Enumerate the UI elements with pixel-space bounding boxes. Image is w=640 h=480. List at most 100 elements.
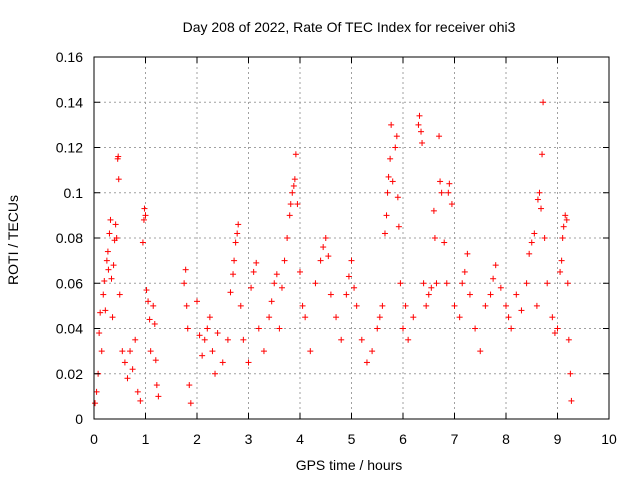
data-point <box>374 325 381 332</box>
data-point <box>183 302 190 309</box>
axis-ticks <box>93 56 610 420</box>
data-point <box>410 314 417 321</box>
data-point <box>143 287 150 294</box>
data-point <box>395 223 402 230</box>
data-point <box>307 348 314 355</box>
data-point <box>253 259 260 266</box>
x-tick-label: 0 <box>90 431 98 447</box>
data-point <box>477 348 484 355</box>
data-point <box>387 155 394 162</box>
data-point <box>107 216 114 223</box>
data-point <box>487 291 494 298</box>
data-point <box>103 257 110 264</box>
data-point <box>245 359 252 366</box>
data-point <box>129 366 136 373</box>
data-point <box>134 388 141 395</box>
data-point <box>312 280 319 287</box>
y-tick-label: 0.04 <box>56 321 83 337</box>
data-point <box>240 336 247 343</box>
data-point <box>184 325 191 332</box>
data-point <box>147 348 154 355</box>
data-point <box>212 370 219 377</box>
data-point <box>351 284 358 291</box>
data-point <box>534 196 541 203</box>
chart-title: Day 208 of 2022, Rate Of TEC Index for r… <box>183 19 516 35</box>
data-point <box>299 302 306 309</box>
data-point <box>523 280 530 287</box>
data-point <box>436 133 443 140</box>
data-point <box>358 336 365 343</box>
data-point <box>266 314 273 321</box>
data-point <box>224 336 231 343</box>
data-point <box>235 221 242 228</box>
data-point <box>419 139 426 146</box>
data-point <box>482 302 489 309</box>
data-point <box>127 348 134 355</box>
data-point <box>276 325 283 332</box>
data-point <box>291 176 298 183</box>
data-point <box>531 230 538 237</box>
x-tick-label: 10 <box>601 431 617 447</box>
data-point <box>369 348 376 355</box>
data-point <box>100 291 107 298</box>
data-point <box>456 314 463 321</box>
data-point <box>109 314 116 321</box>
data-point <box>142 212 149 219</box>
grid <box>94 57 609 419</box>
data-point <box>102 307 109 314</box>
data-point <box>333 314 340 321</box>
data-point <box>541 235 548 241</box>
data-point <box>255 325 262 332</box>
data-point <box>196 332 203 339</box>
data-point <box>551 330 558 337</box>
data-point <box>152 357 159 364</box>
data-point <box>289 189 296 196</box>
data-point <box>472 325 479 332</box>
data-point <box>187 400 194 407</box>
data-point <box>273 271 280 278</box>
data-point <box>214 330 221 337</box>
data-point <box>497 284 504 291</box>
data-point <box>389 178 396 185</box>
data-point <box>292 151 299 158</box>
data-point <box>554 325 561 332</box>
data-point <box>278 284 285 291</box>
data-point <box>113 235 120 241</box>
data-point <box>181 280 188 287</box>
data-point <box>384 189 391 196</box>
data-point <box>538 205 545 212</box>
data-point <box>503 302 509 309</box>
data-point <box>132 336 139 343</box>
data-point <box>297 268 303 275</box>
x-axis-label: GPS time / hours <box>296 457 403 473</box>
data-point <box>528 239 535 246</box>
data-point <box>381 230 388 237</box>
data-point <box>338 336 345 343</box>
data-point <box>544 280 551 287</box>
data-point <box>348 257 355 264</box>
data-point <box>392 144 399 151</box>
data-point <box>290 182 297 189</box>
data-point <box>140 216 147 223</box>
data-point <box>558 257 565 264</box>
data-point <box>446 180 453 187</box>
data-point <box>96 330 103 337</box>
data-point <box>441 239 448 246</box>
data-point <box>206 314 213 321</box>
y-axis-label: ROTI / TECUs <box>5 195 21 285</box>
data-point <box>567 370 574 377</box>
data-point <box>260 348 267 355</box>
y-tick-label: 0.02 <box>56 366 83 382</box>
data-point <box>155 393 162 400</box>
data-point <box>145 298 152 305</box>
data-point <box>394 194 401 201</box>
data-point <box>539 151 546 158</box>
data-point <box>565 336 572 343</box>
data-point <box>557 268 564 275</box>
data-point <box>559 235 566 241</box>
data-point <box>388 121 395 128</box>
data-point <box>302 314 309 321</box>
data-point <box>115 176 122 183</box>
data-point <box>385 173 392 180</box>
